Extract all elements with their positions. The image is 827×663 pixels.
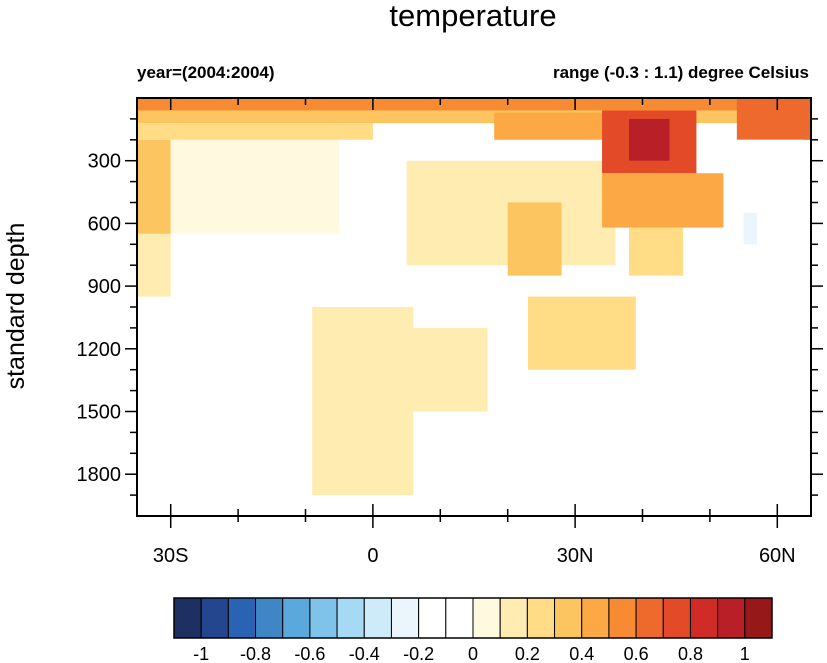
colorbar-bin bbox=[608, 597, 637, 639]
colorbar-bin bbox=[662, 597, 691, 639]
anomaly-cell bbox=[137, 123, 373, 140]
anomaly-cell bbox=[629, 118, 670, 161]
colorbar-label: -1 bbox=[193, 644, 209, 663]
colorbar-bin bbox=[499, 597, 528, 639]
colorbar-bin bbox=[581, 597, 610, 639]
anomaly-cell bbox=[709, 369, 764, 516]
anomaly-cell bbox=[629, 227, 683, 276]
colorbar-label: -0.8 bbox=[240, 644, 271, 663]
colorbar-bin bbox=[200, 597, 229, 639]
colorbar-bin bbox=[689, 597, 719, 639]
colorbar-label: -0.6 bbox=[294, 644, 325, 663]
x-tick-label: 60N bbox=[759, 545, 796, 567]
colorbar-bin bbox=[445, 597, 474, 639]
anomaly-cell bbox=[507, 202, 562, 276]
y-tick-label: 1200 bbox=[77, 339, 122, 361]
colorbar-bin bbox=[336, 597, 365, 639]
colorbar-label: 0.2 bbox=[515, 644, 540, 663]
colorbar-bin bbox=[173, 597, 202, 639]
anomaly-cell bbox=[137, 110, 811, 124]
colorbar-label: 0.8 bbox=[678, 644, 703, 663]
y-tick-label: 300 bbox=[88, 151, 121, 173]
colorbar-bin bbox=[472, 597, 501, 639]
left-subtitle: year=(2004:2004) bbox=[137, 63, 275, 82]
colorbar-frame bbox=[173, 597, 773, 639]
x-tick-label: 0 bbox=[367, 545, 378, 567]
colorbar-bin bbox=[635, 597, 664, 639]
colorbar-bin bbox=[526, 597, 556, 639]
y-tick-label: 1500 bbox=[77, 402, 122, 424]
colorbar-bin bbox=[282, 597, 311, 639]
anomaly-cell bbox=[743, 212, 758, 245]
colorbar: -1 -0.8 -0.6 -0.4 -0.2 0 0.2 0.4 0.6 0.8 1 bbox=[173, 597, 773, 663]
colorbar-label: 1 bbox=[740, 644, 750, 663]
x-tick-label: 30S bbox=[153, 545, 189, 567]
colorbar-bin bbox=[418, 597, 447, 639]
anomaly-cell bbox=[137, 139, 171, 234]
colorbar-label: 0.6 bbox=[624, 644, 649, 663]
right-subtitle: range (-0.3 : 1.1) degree Celsius bbox=[553, 63, 809, 82]
y-axis-title: standard depth bbox=[2, 223, 30, 390]
colorbar-bin bbox=[717, 597, 746, 639]
colorbar-bin bbox=[554, 597, 583, 639]
colorbar-bin bbox=[309, 597, 338, 639]
colorbar-bin bbox=[363, 597, 392, 639]
colorbar-label: 0 bbox=[468, 644, 478, 663]
colorbar-label: -0.4 bbox=[349, 644, 380, 663]
colorbar-bin bbox=[227, 597, 257, 639]
anomaly-cell bbox=[345, 327, 488, 412]
colorbar-label: 0.4 bbox=[569, 644, 594, 663]
y-axis-ticks: 300 600 900 1200 1500 1800 bbox=[77, 118, 823, 496]
plot-area: 30S 0 30N 60N 300 600 900 1200 1500 1800 bbox=[77, 97, 823, 567]
anomaly-cell bbox=[137, 233, 171, 297]
y-tick-label: 1800 bbox=[77, 464, 122, 486]
colorbar-label: -0.2 bbox=[403, 644, 434, 663]
colorbar-bin bbox=[390, 597, 420, 639]
y-tick-label: 600 bbox=[88, 213, 121, 235]
anomaly-cell bbox=[602, 173, 724, 228]
x-axis-ticks: 30S 0 30N 60N bbox=[153, 98, 796, 567]
anomaly-cell bbox=[736, 139, 805, 370]
anomaly-cell bbox=[527, 296, 636, 370]
colorbar-bin bbox=[255, 597, 284, 639]
anomaly-cells bbox=[137, 98, 811, 516]
anomaly-cell bbox=[170, 139, 340, 234]
chart-title: temperature bbox=[389, 0, 556, 33]
x-tick-label: 30N bbox=[557, 545, 594, 567]
colorbar-bin bbox=[744, 597, 773, 639]
anomaly-cell bbox=[736, 98, 811, 140]
y-tick-label: 900 bbox=[88, 276, 121, 298]
